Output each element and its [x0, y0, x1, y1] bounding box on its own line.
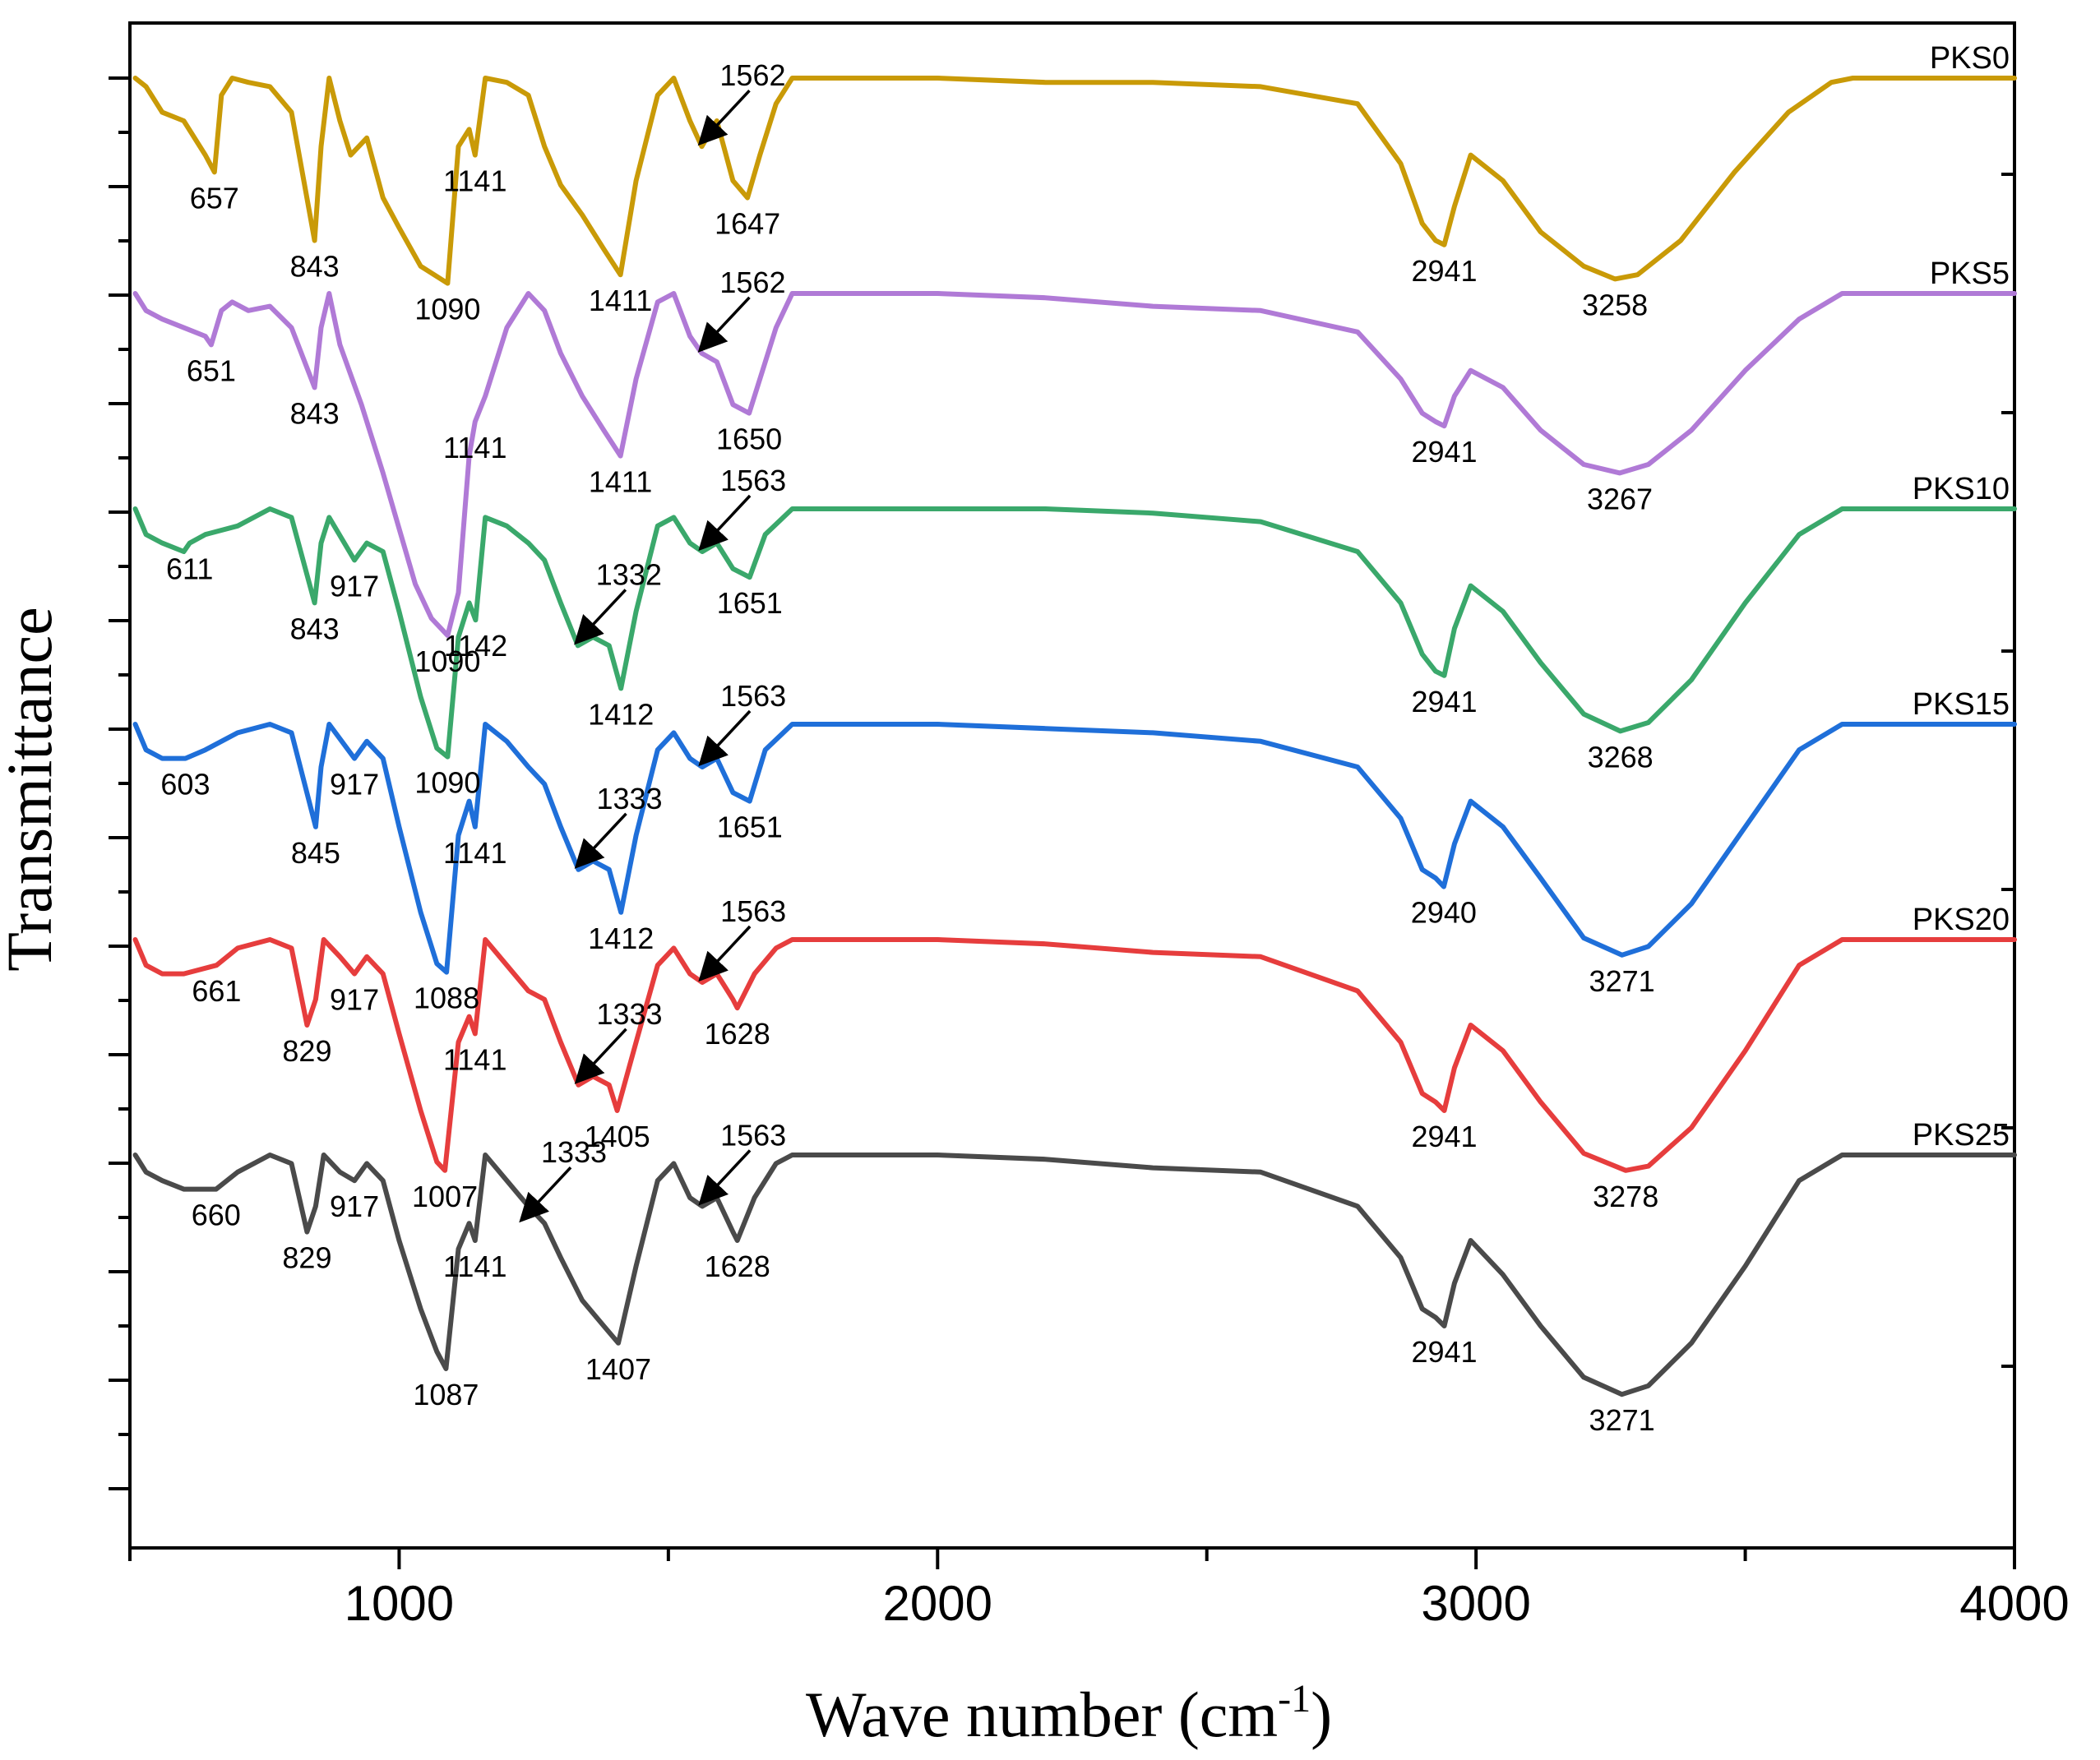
series-line-PKS5 [132, 291, 2017, 638]
peak-arrow [697, 90, 751, 146]
x-axis-ticks: 1000 2000 3000 4000 [128, 1548, 2070, 1631]
peak-label: 3267 [1587, 482, 1653, 515]
series-label-PKS20: PKS20 [1913, 903, 2010, 937]
peak-label: 1142 [444, 629, 507, 663]
peak-label: 1411 [589, 284, 652, 317]
peak-label: 1628 [705, 1017, 770, 1051]
y-axis-title: Transmittance [0, 607, 65, 971]
peak-arrow-label: 1333 [596, 782, 662, 815]
x-tick-label: 4000 [1959, 1576, 2069, 1631]
peak-label: 1087 [413, 1378, 479, 1411]
peak-label: 2941 [1411, 1120, 1477, 1153]
peak-label: 917 [330, 1190, 379, 1223]
peak-label: 3268 [1588, 740, 1654, 774]
peak-label: 603 [160, 768, 210, 801]
peak-arrow-label: 1563 [720, 894, 786, 928]
peak-label: 1141 [443, 164, 506, 198]
peak-label: 1411 [589, 465, 652, 499]
peak-label: 3258 [1582, 288, 1648, 321]
peak-arrow-label: 1563 [720, 679, 786, 713]
peak-arrow-label: 1562 [719, 58, 785, 92]
peak-label: 829 [282, 1034, 331, 1068]
peak-arrow [698, 494, 752, 552]
plot-frame [128, 21, 2016, 1550]
peak-label: 1141 [443, 836, 506, 870]
series-label-PKS0: PKS0 [1930, 41, 2010, 76]
peak-arrow [574, 1028, 627, 1084]
peak-label: 2941 [1411, 685, 1477, 718]
peak-label: 1412 [588, 697, 654, 731]
series-label-PKS10: PKS10 [1913, 472, 2010, 506]
peak-arrow [698, 1149, 752, 1206]
peak-label: 917 [330, 569, 379, 603]
peak-label: 917 [330, 768, 379, 801]
peak-arrow-label: 1333 [541, 1135, 607, 1169]
peak-arrow [574, 812, 627, 869]
peak-label: 917 [330, 983, 379, 1017]
peak-label: 1088 [414, 982, 479, 1015]
x-tick-label: 1000 [345, 1576, 454, 1631]
peak-label: 1007 [412, 1180, 478, 1213]
peak-arrow [574, 589, 627, 645]
peak-label: 1407 [585, 1352, 651, 1386]
peak-label: 1647 [715, 207, 780, 241]
peak-label: 1651 [717, 586, 783, 620]
peak-label: 1141 [443, 431, 506, 464]
peak-label: 1412 [588, 922, 654, 955]
peak-label: 660 [192, 1199, 241, 1232]
peak-label: 661 [192, 974, 241, 1008]
peak-arrow [519, 1166, 572, 1223]
peak-label: 611 [166, 552, 213, 586]
series-label-PKS25: PKS25 [1913, 1118, 2010, 1153]
peak-label: 2941 [1411, 1335, 1477, 1369]
series-layer [132, 76, 2017, 1397]
peak-label: 1141 [443, 1042, 506, 1076]
series-label-PKS15: PKS15 [1913, 687, 2010, 722]
series-line-PKS15 [132, 722, 2017, 975]
peak-arrow-label: 1562 [719, 266, 785, 299]
peak-arrow [698, 925, 752, 982]
peak-label: 1141 [443, 1250, 506, 1283]
peak-label: 1405 [585, 1120, 650, 1153]
peak-arrow-label: 1332 [596, 557, 662, 591]
peak-label: 2941 [1411, 435, 1477, 469]
peak-arrow [697, 296, 751, 353]
peak-label: 1651 [717, 811, 783, 844]
peak-label: 1628 [705, 1250, 770, 1283]
peak-arrow-label: 1333 [596, 997, 662, 1031]
peak-label: 843 [290, 396, 340, 430]
peak-arrow [698, 709, 752, 767]
x-tick-label: 2000 [883, 1576, 992, 1631]
peak-label: 829 [282, 1241, 331, 1275]
peak-label: 651 [187, 353, 236, 387]
peak-label: 1090 [414, 644, 480, 678]
peak-label: 843 [290, 250, 340, 284]
peak-label: 843 [290, 612, 340, 645]
x-tick-label: 3000 [1421, 1576, 1530, 1631]
peak-label: 3271 [1589, 964, 1655, 998]
series-line-PKS25 [132, 1153, 2017, 1397]
series-line-PKS10 [132, 506, 2017, 760]
y-axis-ticks [109, 76, 2014, 1490]
peak-label: 657 [190, 181, 239, 215]
peak-label: 845 [291, 836, 340, 870]
peak-label: 1090 [414, 293, 480, 326]
peak-label: 3278 [1593, 1180, 1658, 1213]
peak-arrow-label: 1563 [720, 464, 786, 497]
x-axis-title: Wave number (cm-1) [806, 1677, 1332, 1750]
peak-label: 1090 [414, 766, 480, 800]
peak-label-layer: PKS0 657 843 1090 1141 1411 1647 2941 3258 1562 PK… [160, 41, 2010, 1437]
peak-label: 2940 [1411, 896, 1477, 930]
series-line-PKS0 [132, 76, 2017, 286]
series-label-PKS5: PKS5 [1930, 256, 2010, 291]
peak-label: 3271 [1589, 1403, 1655, 1437]
peak-arrow-label: 1563 [720, 1118, 786, 1152]
series-line-PKS20 [132, 937, 2017, 1173]
peak-label: 1650 [716, 423, 782, 456]
peak-label: 2941 [1411, 254, 1477, 288]
